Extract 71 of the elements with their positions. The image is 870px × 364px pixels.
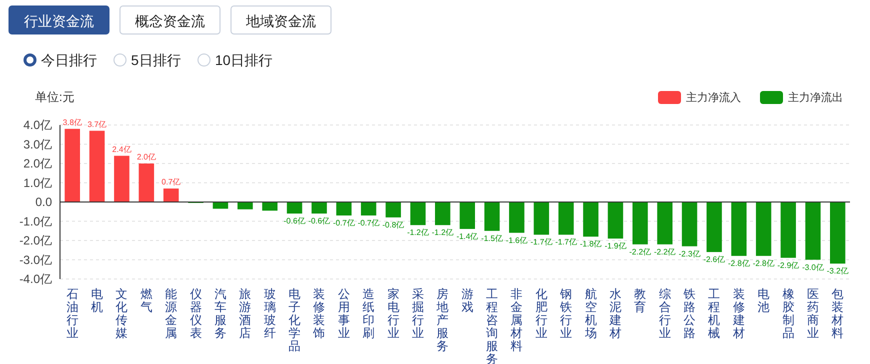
- x-tick-label: 教育: [634, 287, 646, 314]
- x-tick-label: 工程机械: [708, 287, 720, 340]
- data-label: -2.3亿: [678, 249, 700, 258]
- x-tick-label: 橡胶制品: [782, 287, 794, 340]
- data-label: 3.7亿: [87, 120, 107, 129]
- data-label: -0.6亿: [308, 216, 330, 226]
- legend-label: 主力净流出: [788, 91, 843, 104]
- data-label: -2.8亿: [752, 258, 774, 268]
- legend-label: 主力净流入: [686, 91, 741, 104]
- x-tick-label: 家电行业: [387, 287, 400, 340]
- x-tick-label: 医药商业: [806, 287, 819, 340]
- data-label: -0.7亿: [358, 218, 380, 228]
- x-tick-label: 电机: [91, 287, 104, 314]
- x-tick-label: 能源金属: [165, 287, 178, 340]
- data-label: -2.9亿: [777, 260, 800, 270]
- data-label: -2.2亿: [654, 247, 676, 256]
- data-label: -1.6亿: [506, 236, 528, 245]
- x-tick-label: 公用事业: [338, 287, 350, 340]
- x-tick-label: 造纸印刷: [362, 287, 375, 340]
- y-tick-label: 0.0: [35, 195, 52, 209]
- y-tick-label: -3.0亿: [19, 252, 52, 267]
- x-tick-label: 水泥建材: [608, 287, 622, 340]
- x-tick-label: 钢铁行业: [559, 287, 572, 340]
- data-label: -1.7亿: [530, 238, 552, 247]
- x-tick-label: 玻璃玻纤: [264, 287, 276, 340]
- data-label: -2.2亿: [629, 247, 652, 256]
- x-tick-label: 电子化学品: [288, 287, 301, 353]
- data-label: -0.6亿: [284, 216, 306, 226]
- x-tick-label: 装修装饰: [312, 287, 326, 340]
- x-tick-label: 航空机场: [584, 287, 597, 340]
- x-tick-label: 旅游酒店: [239, 287, 252, 340]
- data-label: -2.8亿: [728, 258, 750, 268]
- data-label: -1.9亿: [604, 242, 626, 251]
- y-tick-label: -4.0亿: [19, 272, 52, 286]
- x-tick-label: 铁路公路: [682, 287, 696, 340]
- x-tick-label: 化肥行业: [535, 287, 548, 340]
- x-tick-label: 仪器仪表: [190, 287, 202, 340]
- data-label: -3.0亿: [802, 262, 824, 272]
- y-axis-title: 单位:元: [35, 90, 74, 104]
- data-label: -1.2亿: [407, 228, 429, 238]
- x-tick-label: 燃气: [140, 287, 152, 314]
- y-tick-label: 3.0亿: [23, 137, 52, 152]
- data-label: -2.6亿: [703, 255, 726, 264]
- x-tick-label: 采掘行业: [412, 287, 424, 340]
- data-label: -1.4亿: [456, 232, 478, 241]
- x-tick-label: 综合行业: [658, 287, 671, 340]
- x-tick-label: 石油行业: [66, 287, 78, 340]
- x-tick-label: 电池: [758, 287, 770, 314]
- data-label: 0.7亿: [162, 178, 181, 187]
- y-tick-label: -1.0亿: [19, 214, 52, 228]
- data-label: 2.4亿: [112, 144, 132, 154]
- data-label: -1.2亿: [432, 228, 454, 238]
- data-label: -3.2亿: [826, 266, 849, 276]
- x-tick-label: 汽车服务: [214, 287, 226, 340]
- data-label: -0.8亿: [382, 220, 404, 230]
- data-label: -1.5亿: [481, 234, 503, 243]
- x-tick-label: 包装材料: [830, 287, 844, 340]
- y-tick-label: 1.0亿: [23, 176, 52, 190]
- data-label: -0.7亿: [333, 218, 355, 228]
- x-tick-label: 文化传媒: [116, 287, 128, 340]
- y-tick-label: -2.0亿: [19, 234, 52, 248]
- x-tick-label: 房地产服务: [436, 287, 449, 353]
- data-label: 3.8亿: [62, 118, 82, 127]
- x-tick-label: 非金属材料: [510, 287, 523, 353]
- y-tick-label: 2.0亿: [23, 156, 52, 170]
- data-label: 2.0亿: [136, 152, 156, 162]
- x-tick-label: 游戏: [461, 287, 474, 314]
- x-tick-label: 装修建材: [732, 287, 745, 340]
- data-label: -1.8亿: [580, 240, 602, 249]
- data-label: -1.7亿: [555, 238, 577, 247]
- y-tick-label: 4.0亿: [23, 118, 52, 132]
